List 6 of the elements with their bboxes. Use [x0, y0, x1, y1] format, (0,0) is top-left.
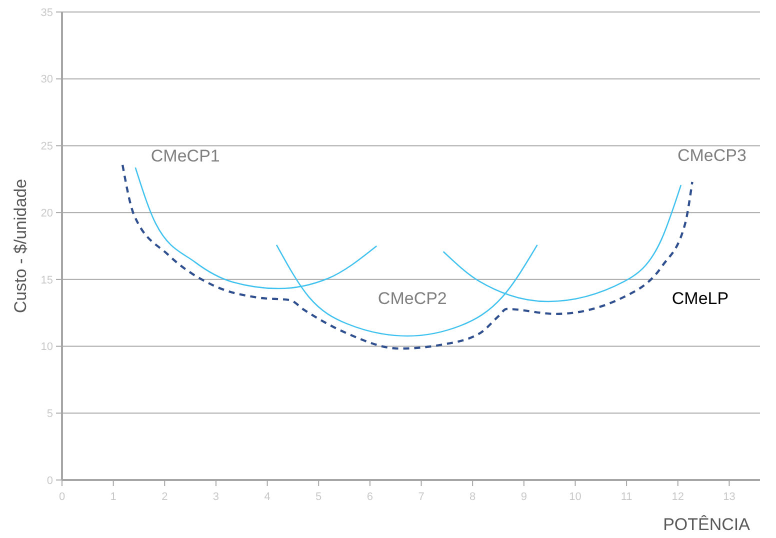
series-label: CMeLP [672, 288, 729, 308]
series-label: CMeCP2 [378, 288, 447, 308]
series-label: CMeCP1 [150, 146, 220, 166]
x-axis-title: POTÊNCIA [663, 515, 751, 534]
y-axis-title: Custo - $/unidade [11, 178, 30, 314]
series-label: CMeCP3 [677, 146, 746, 165]
